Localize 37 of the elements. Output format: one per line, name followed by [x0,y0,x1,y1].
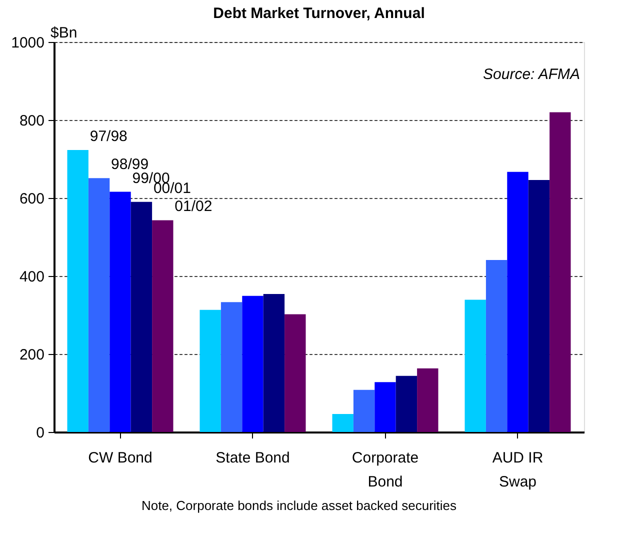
y-tick-label: 1000 [11,34,44,52]
series-label: 98/99 [111,156,149,174]
text: Note, Corporate bonds include asset backed securities [141,498,458,513]
bar [486,260,508,432]
bar [396,376,418,432]
bar [88,178,110,432]
annotation: Source: AFMA [483,66,580,83]
bar [374,382,396,432]
bar [284,314,306,432]
series-label: 01/02 [174,198,212,216]
series-label: 97/98 [90,128,128,146]
bar [220,302,242,432]
bar [67,150,88,432]
bar [110,192,131,432]
bar [464,300,486,432]
x-tick-label: Corporate Bond [352,450,419,490]
bar [332,414,354,432]
bar [528,180,550,432]
bar [507,172,528,432]
bar [152,220,174,432]
bar [263,294,285,432]
bar [200,310,221,432]
x-tick-label: CW Bond [88,450,152,466]
y-tick-label: 200 [19,346,44,364]
bar [353,390,375,432]
y-tick-label: 0 [36,424,44,442]
y-tick-label: 400 [19,268,44,286]
x-tick-label: AUD IR Swap [492,450,544,490]
bar [130,202,152,432]
chart-title: Debt Market Turnover, Annual [213,5,425,22]
y-axis-title: $Bn [50,24,78,42]
bar [417,368,438,432]
y-tick-label: 800 [19,112,44,130]
bar [550,112,571,432]
bar [242,296,264,432]
y-tick-label: 600 [19,190,44,208]
x-tick-label: State Bond [216,450,290,466]
